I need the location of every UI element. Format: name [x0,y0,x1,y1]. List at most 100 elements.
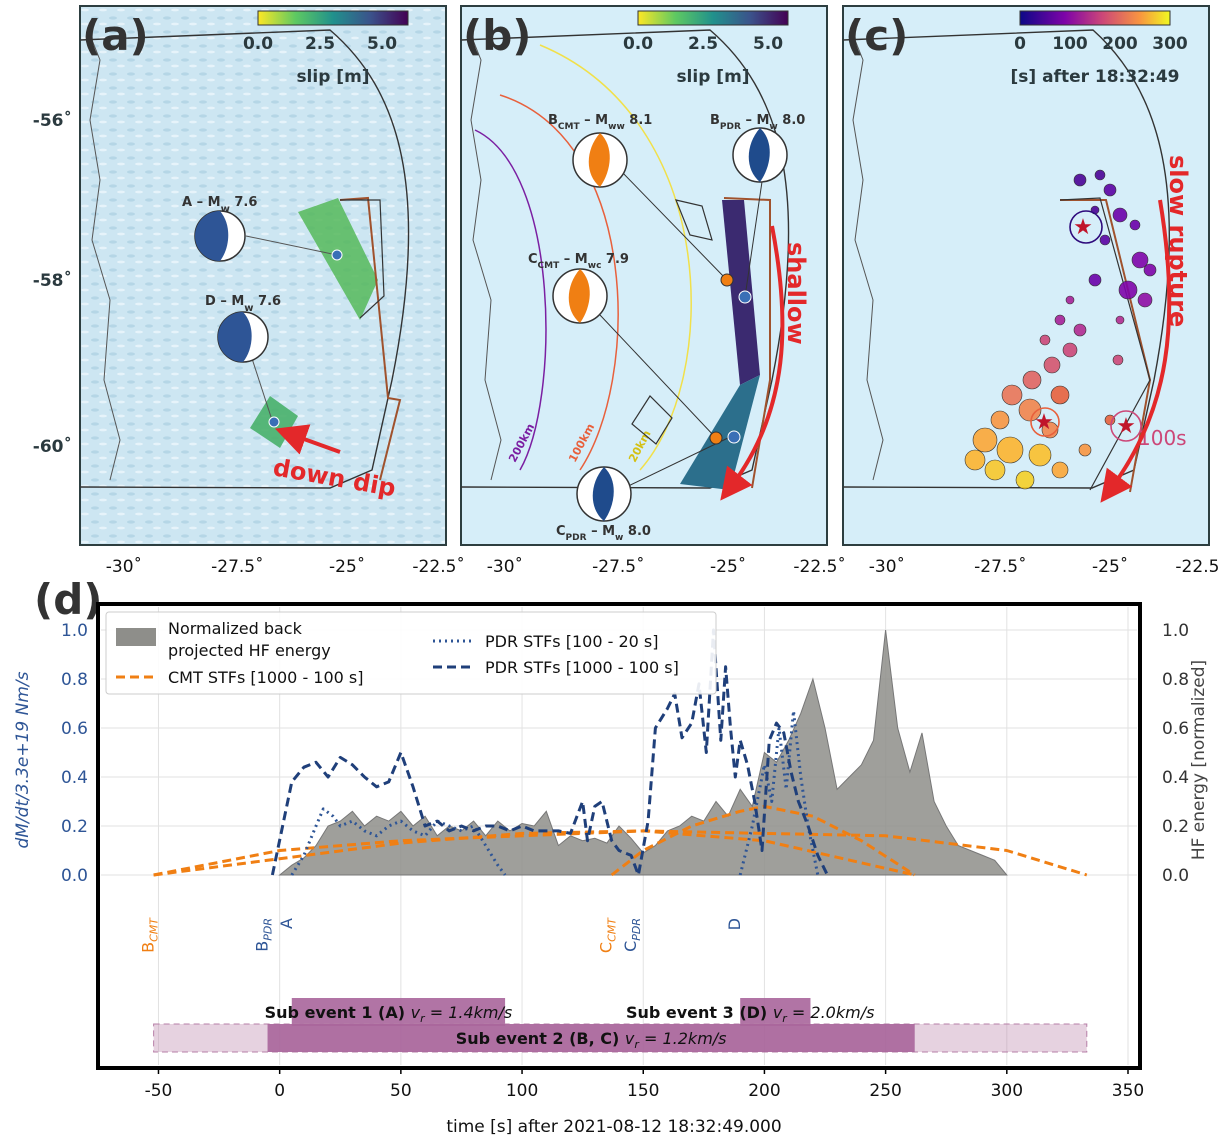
legend-hf-line1: Normalized back [168,619,303,638]
bp-dot [1088,273,1102,287]
chart-subevent-bars: Sub event 1 (A) vr = 1.4km/s Sub event 3 … [153,998,1088,1053]
plate-boundary-b [460,29,790,489]
panel-letter-d: (d) [34,575,102,624]
bp-dot [1118,280,1138,300]
plate-boundary-c [842,29,1171,489]
y-right-tick-3: 0.6 [1162,719,1189,739]
x-tick-label-7: 300 [991,1081,1023,1101]
event-marker-5: D [725,918,744,930]
y-axis-left-label: dM/dt/3.3e+19 Nm/s [13,671,33,848]
label-c-pdr: CPDR – Mw 8.0 [556,524,651,543]
lon-tick-p0-3: -22.5˚ [412,556,465,577]
beachball-c-cmt [552,268,608,324]
cb-c-tick-3: 300 [1152,34,1188,54]
x-tick-label-1: 0 [274,1081,285,1101]
subevent-bar-0 [291,998,506,1026]
panel-letter-c: (c) [845,11,908,60]
bp-dot [1001,384,1023,406]
panel-a: A – Mw 7.6 D – Mw 7.6 down dip (a) 0.0 2… [79,5,447,546]
beachball-d [217,311,269,363]
y-left-tick-3: 0.6 [61,719,88,739]
bp-dot [1078,443,1092,457]
lon-tick-p0-2: -25˚ [329,556,365,577]
x-tick-label-8: 350 [1112,1081,1144,1101]
arrow-shallow [720,225,785,501]
fault-box-b2 [631,395,673,445]
map-b-frame [460,5,828,546]
bp-dot [1022,370,1042,390]
cb-b-tick-0: 0.0 [623,34,653,54]
bp-dot [1018,398,1042,422]
link-b-pdr [744,174,764,298]
lat-tick-60: -60˚ [33,435,72,457]
bp-dot [984,459,1006,481]
y-left-tick-1: 0.2 [61,817,88,837]
cb-c-label: [s] after 18:32:49 [1011,67,1180,87]
cb-b-tick-2: 5.0 [753,34,783,54]
colorbar-b [637,10,789,26]
panel-letter-a: (a) [82,11,149,60]
bp-dot [1103,183,1117,197]
x-axis-label: time [s] after 2021-08-12 18:32:49.000 [446,1117,781,1137]
lon-tick-p0-1: -27.5˚ [211,556,264,577]
label-slow-rupture: slow rupture [1164,155,1192,327]
centroid-b-pdr [738,290,752,304]
arrow-slow-rupture [1100,199,1172,503]
x-tick-label-4: 150 [627,1081,659,1101]
bp-dot [1129,219,1141,231]
x-tick-label-3: 100 [506,1081,538,1101]
label-b-cmt: BCMT – Mww 8.1 [548,113,652,132]
subevent-label-1: Sub event 3 (D) vr = 2.0km/s [626,1003,874,1025]
lon-tick-p1-0: -30˚ [487,556,523,577]
bp-dot [1115,315,1125,325]
centroid-b-cmt [720,273,734,287]
bp-dot [1131,251,1149,269]
link-line-a [245,235,338,256]
epicenter-a [331,249,343,261]
chart-ticks: -50 0 50 100 150 200 250 300 350 0.0 0.0 0.2 0.2 0.4 0… [61,621,1189,1101]
y-right-tick-2: 0.4 [1162,768,1189,788]
beachball-b-pdr [732,127,788,183]
cb-c-tick-2: 200 [1102,34,1138,54]
bp-dot [1054,314,1066,326]
y-right-tick-1: 0.2 [1162,817,1189,837]
bp-dot [1112,354,1124,366]
plate-boundary-a [79,29,410,489]
lon-tick-p2-2: -25˚ [1092,556,1128,577]
panel-b: 200km 100km 20km BCM [460,5,828,546]
fracture-zone-c [852,39,884,481]
contour-200km [474,129,547,471]
beachball-a [194,210,246,262]
legend-cmt: CMT STFs [1000 - 100 s] [168,668,364,687]
slip-patch-b2 [680,375,760,490]
panel-c: ★ ★ ★ 100s slow rupture (c) 0 100 200 30… [842,5,1210,546]
y-left-tick-5: 1.0 [61,621,88,641]
fault-box-b1 [675,199,713,241]
link-c-pdr [619,436,731,491]
lon-tick-p2-1: -27.5˚ [974,556,1027,577]
lon-tick-p2-0: -30˚ [869,556,905,577]
bp-dot [1104,414,1116,426]
cb-a-tick-2: 5.0 [367,34,397,54]
y-left-tick-4: 0.8 [61,670,88,690]
y-right-tick-0: 0.0 [1162,866,1189,886]
series-line-4 [290,807,507,876]
beachball-c-pdr [576,466,632,522]
map-a-frame [79,5,447,546]
bp-dot [1099,234,1111,246]
cb-a-tick-0: 0.0 [243,34,273,54]
label-shallow: shallow [782,242,810,345]
lat-tick-58: -58˚ [33,269,72,291]
bp-dot [996,436,1024,464]
legend-pdr-dash: PDR STFs [1000 - 100 s] [485,658,679,677]
bp-dot [964,449,986,471]
bp-dot [1143,263,1157,277]
label-d-mag: D – Mw 7.6 [205,294,281,314]
bp-dot [1112,207,1128,223]
cb-c-tick-1: 100 [1052,34,1088,54]
bp-dot [1041,421,1059,439]
bp-dot [1062,342,1078,358]
chart-series [153,628,1088,877]
